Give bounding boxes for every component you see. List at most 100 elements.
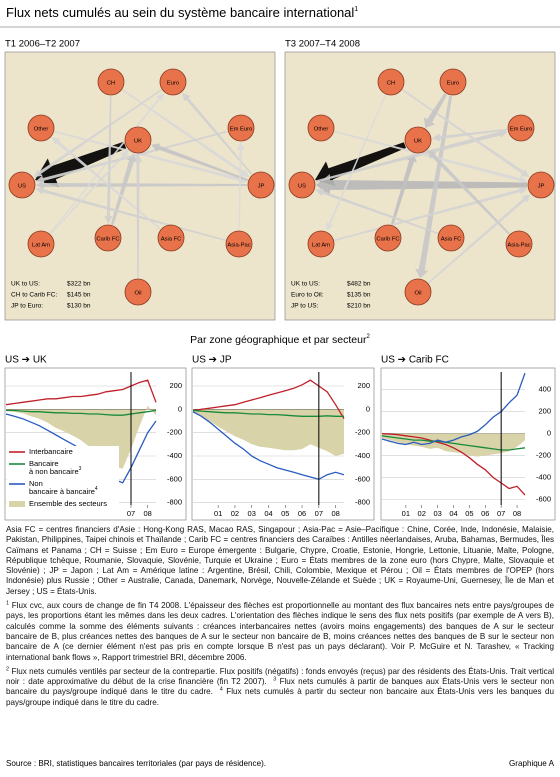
flow-arrow xyxy=(316,174,527,196)
chart-title: US ➔ JP xyxy=(192,355,232,366)
node xyxy=(8,171,36,199)
node xyxy=(404,126,432,154)
node xyxy=(94,224,122,252)
node xyxy=(377,68,405,96)
subtitle: Par zone géographique et par secteur2 xyxy=(190,334,370,346)
flow-arrow xyxy=(134,154,142,278)
legend-swatch xyxy=(9,501,25,507)
y-tick-label: -200 xyxy=(536,451,551,460)
node-label: Other xyxy=(34,127,49,133)
flow-arrow xyxy=(315,188,439,235)
legend-line: Non bancaire à bancaire xyxy=(29,479,95,496)
x-tick-label: 06 xyxy=(481,509,489,518)
x-tick-label: 05 xyxy=(281,509,289,518)
x-tick-label: 02 xyxy=(418,509,426,518)
legend-name-part: Non xyxy=(29,479,43,488)
note: 1 Flux cvc, aux cours de change de fin T… xyxy=(6,601,554,663)
legend-label: Ensemble des secteurs xyxy=(29,499,107,508)
legend-label: Interbancaire xyxy=(29,447,73,456)
note-text: Flux cvc, aux cours de change de fin T4 … xyxy=(6,601,554,662)
chart-box xyxy=(380,367,556,521)
notes: Asia FC = centres financiers d'Asie : Ho… xyxy=(6,525,554,712)
node-label: Lat Am xyxy=(312,243,330,249)
x-tick-label: 04 xyxy=(264,509,272,518)
legend-name-part: Bancaire xyxy=(29,459,59,468)
node-label: Asia FC xyxy=(161,237,182,243)
title-note: 1 xyxy=(354,6,358,13)
node-label: Asia-Pac xyxy=(507,243,530,249)
node-label: US xyxy=(298,184,306,190)
source: Source : BRI, statistiques bancaires ter… xyxy=(6,759,267,768)
flow-arrow xyxy=(182,92,253,175)
legend-name: Interbancaire xyxy=(29,447,73,456)
y-tick-label: 200 xyxy=(538,407,551,416)
flow-arrow xyxy=(427,150,510,235)
flow-arrow xyxy=(236,141,245,231)
y-tick-label: -600 xyxy=(536,494,551,503)
node xyxy=(157,224,185,252)
legend-name: Ensemble des secteurs xyxy=(29,499,107,508)
node xyxy=(307,114,335,142)
series-line xyxy=(5,379,157,406)
node-label: Lat Am xyxy=(32,243,50,249)
legend-box xyxy=(7,446,119,516)
y-tick-label: 200 xyxy=(169,381,182,390)
x-tick-label: 04 xyxy=(449,509,457,518)
node xyxy=(124,126,152,154)
node xyxy=(507,114,535,142)
x-tick-label: 07 xyxy=(497,509,505,518)
y-tick-label: -600 xyxy=(355,474,370,483)
flow-arrow xyxy=(390,153,417,225)
note-text: Flux nets cumulés ventilés par secteur d… xyxy=(6,666,555,687)
y-tick-label: -400 xyxy=(167,451,182,460)
node xyxy=(225,230,253,258)
x-tick-label: 06 xyxy=(298,509,306,518)
x-tick-label: 01 xyxy=(402,509,410,518)
legend-value: $135 bn xyxy=(347,292,371,299)
subtitle-note: 2 xyxy=(366,334,370,340)
legend-name-part: bancaire à bancaire xyxy=(29,487,95,496)
legend-name-part: à non bancaire xyxy=(29,467,79,476)
node xyxy=(437,224,465,252)
node-label: Carib FC xyxy=(96,237,119,243)
flow-arrow xyxy=(110,153,137,225)
note-text: Flux nets cumulés à partir du secteur no… xyxy=(6,687,554,707)
chart-box xyxy=(4,367,187,521)
area xyxy=(193,409,344,456)
y-tick-label: -400 xyxy=(536,473,551,482)
flow-arrow xyxy=(431,128,508,142)
y-tick-label: 0 xyxy=(178,404,182,413)
node xyxy=(527,171,555,199)
x-tick-label: 07 xyxy=(127,509,135,518)
y-tick-label: 0 xyxy=(547,429,551,438)
node-label: US xyxy=(18,184,26,190)
node-label: Em Euro xyxy=(510,127,533,133)
y-tick-label: 200 xyxy=(357,381,370,390)
node xyxy=(505,230,533,258)
legend-value: $210 bn xyxy=(347,303,371,310)
node xyxy=(288,171,316,199)
x-tick-label: 01 xyxy=(214,509,222,518)
y-tick-label: -600 xyxy=(167,474,182,483)
node xyxy=(247,171,275,199)
chart-title: US ➔ Carib FC xyxy=(381,355,449,366)
node-label: Asia FC xyxy=(441,237,462,243)
node-label: Oil xyxy=(134,291,141,297)
x-tick-label: 08 xyxy=(331,509,339,518)
legend-label: UK to US: xyxy=(11,281,40,288)
node-label: Euro xyxy=(167,81,179,87)
legend-label: JP to Euro: xyxy=(11,303,43,310)
network-panel: CH Euro Other Em Euro UK US JP Lat Am Carib FC As… xyxy=(284,51,556,321)
node-label: UK xyxy=(414,139,422,145)
node xyxy=(159,68,187,96)
note-num: 3 xyxy=(273,676,277,683)
flow-arrow xyxy=(54,130,248,184)
figure-label: Graphique A xyxy=(509,759,554,768)
node-label: CH xyxy=(387,81,395,87)
flow-arrow xyxy=(36,180,247,190)
node-label: Carib FC xyxy=(376,237,399,243)
node xyxy=(439,68,467,96)
legend-line: Bancaire à non bancaire xyxy=(29,459,79,476)
chart-title: US ➔ UK xyxy=(5,355,47,366)
y-tick-label: -200 xyxy=(355,428,370,437)
